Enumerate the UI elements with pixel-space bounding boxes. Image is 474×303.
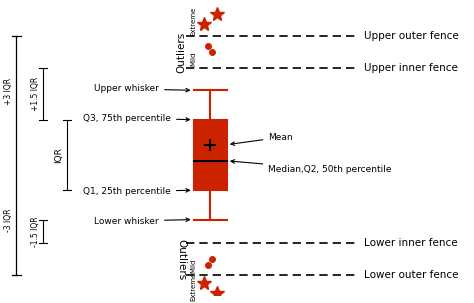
Text: IQR: IQR (55, 147, 64, 163)
Text: Mild: Mild (191, 258, 197, 273)
Text: Median,Q2, 50th percentile: Median,Q2, 50th percentile (231, 160, 392, 174)
Text: Extreme: Extreme (191, 7, 197, 36)
Text: +1.5 IQR: +1.5 IQR (31, 77, 40, 111)
Text: Mild: Mild (191, 52, 197, 66)
Text: -3 IQR: -3 IQR (4, 208, 13, 232)
Text: Extreme: Extreme (191, 271, 197, 301)
Text: Outliers: Outliers (176, 32, 186, 73)
Text: -1.5 IQR: -1.5 IQR (31, 216, 40, 247)
Text: Upper inner fence: Upper inner fence (364, 63, 458, 73)
Text: Mean: Mean (231, 133, 293, 145)
Text: Q1, 25th percentile: Q1, 25th percentile (83, 187, 190, 196)
Text: Q3, 75th percentile: Q3, 75th percentile (83, 114, 190, 123)
Text: Outliers: Outliers (176, 239, 186, 280)
Text: +3 IQR: +3 IQR (4, 78, 13, 105)
Text: Upper outer fence: Upper outer fence (364, 31, 459, 41)
Text: Lower inner fence: Lower inner fence (364, 238, 458, 248)
Text: Upper whisker: Upper whisker (94, 84, 190, 93)
Bar (193, 120, 227, 190)
Text: Lower outer fence: Lower outer fence (364, 270, 458, 280)
Text: Lower whisker: Lower whisker (94, 217, 190, 225)
